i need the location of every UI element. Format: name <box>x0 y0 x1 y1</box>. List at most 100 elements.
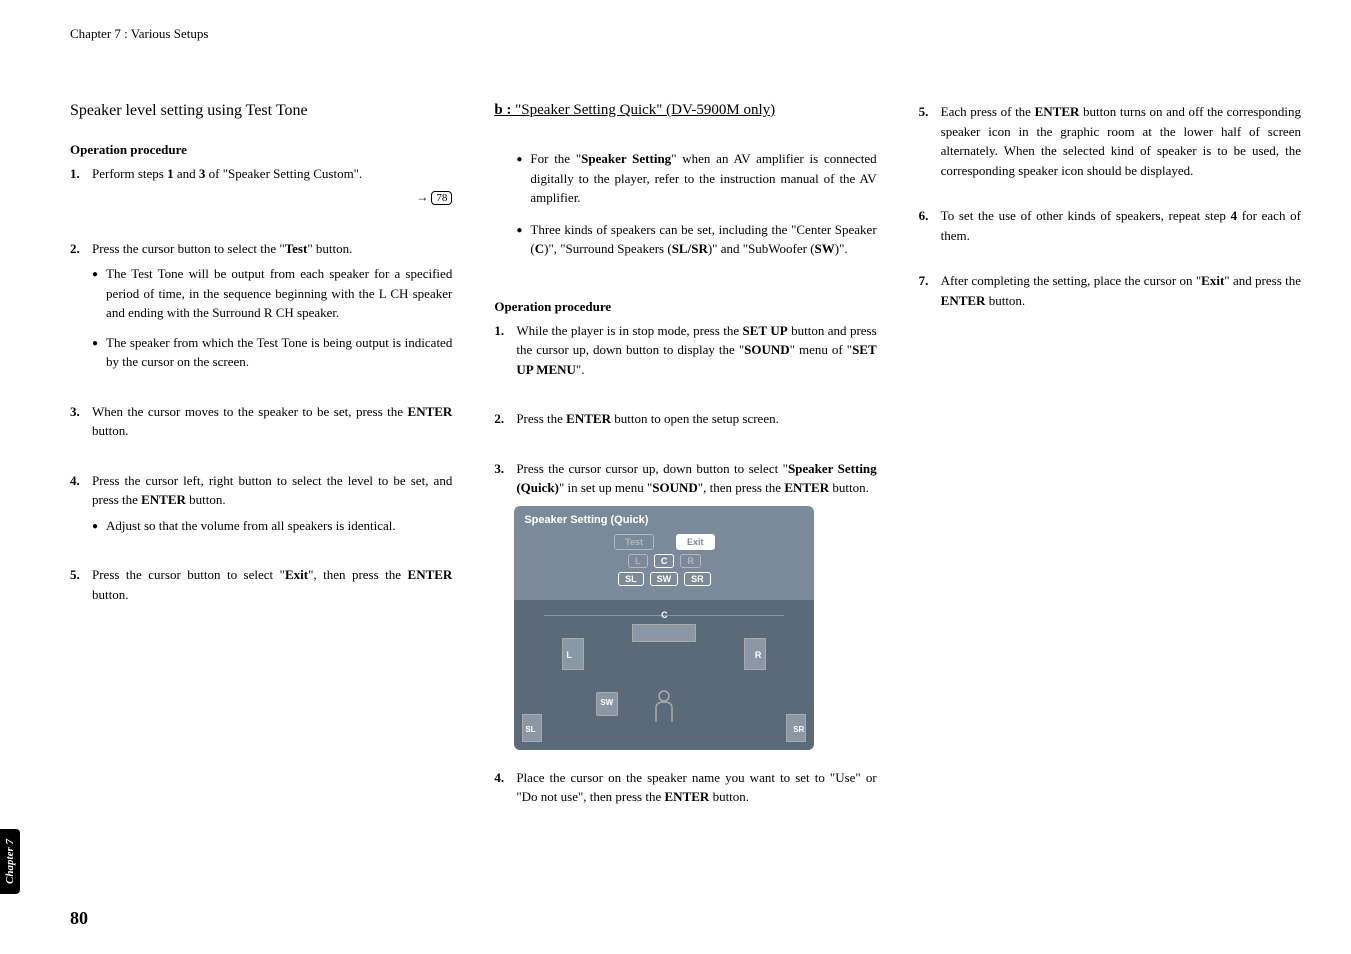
step-7: 7. After completing the setting, place t… <box>919 271 1301 310</box>
text: ", then press the <box>308 567 407 582</box>
step-4: 4. Place the cursor on the speaker name … <box>494 768 876 807</box>
text-bold: ENTER <box>784 480 829 495</box>
text: For the "Speaker Setting" when an AV amp… <box>530 149 876 208</box>
text: Each press of the <box>941 104 1035 119</box>
step-text: To set the use of other kinds of speaker… <box>941 206 1301 245</box>
step-6: 6. To set the use of other kinds of spea… <box>919 206 1301 245</box>
step-text: Each press of the ENTER button turns on … <box>941 102 1301 180</box>
text: After completing the setting, place the … <box>941 273 1202 288</box>
text: Press the cursor button to select " <box>92 567 285 582</box>
text: button. <box>829 480 869 495</box>
step-number: 7. <box>919 271 935 310</box>
text: Press the <box>516 411 566 426</box>
text: ", then press the <box>698 480 785 495</box>
text-bold: SET UP <box>743 323 788 338</box>
diagram-title: Speaker Setting (Quick) <box>524 514 804 526</box>
text-bold: Speaker Setting <box>581 151 671 166</box>
step-text: Press the cursor button to select "Exit"… <box>92 565 452 604</box>
bullet-item: The Test Tone will be output from each s… <box>92 264 452 323</box>
step-text: When the cursor moves to the speaker to … <box>92 402 452 441</box>
bullet-item: For the "Speaker Setting" when an AV amp… <box>516 149 876 208</box>
step-number: 3. <box>494 459 510 498</box>
text: button to open the setup screen. <box>611 411 779 426</box>
text: Press the cursor cursor up, down button … <box>516 461 788 476</box>
text: When the cursor moves to the speaker to … <box>92 404 408 419</box>
speaker-l-label: L <box>566 650 572 660</box>
text-bold: SOUND <box>744 342 790 357</box>
chapter-header: Chapter 7 : Various Setups <box>70 26 1301 42</box>
text-bold: ENTER <box>408 404 453 419</box>
diagram-l-button: L <box>628 554 648 568</box>
text: Three kinds of speakers can be set, incl… <box>530 220 876 259</box>
diagram-room: C L R SW SL SR <box>514 600 814 750</box>
step-4-bullets: Adjust so that the volume from all speak… <box>92 516 452 536</box>
step-2-bullets: The Test Tone will be output from each s… <box>92 264 452 372</box>
text-bold: ENTER <box>941 293 986 308</box>
text: )", "Surround Speakers ( <box>544 241 672 256</box>
title-rest: "Speaker Setting Quick" (DV-5900M only) <box>511 102 775 118</box>
step-number: 1. <box>494 321 510 380</box>
text-bold: Exit <box>1201 273 1224 288</box>
bullet-item: Three kinds of speakers can be set, incl… <box>516 220 876 259</box>
diagram-exit-button: Exit <box>676 534 715 550</box>
step-number: 3. <box>70 402 86 441</box>
step-2: 2. Press the cursor button to select the… <box>70 239 452 259</box>
step-text: Place the cursor on the speaker name you… <box>516 768 876 807</box>
text-bold: SL/SR <box>672 241 708 256</box>
chapter-tab: Chapter 7 <box>0 829 20 894</box>
step-number: 5. <box>919 102 935 180</box>
text: Press the cursor button to select the " <box>92 241 285 256</box>
column-1: Speaker level setting using Test Tone Op… <box>70 102 452 837</box>
text: For the " <box>530 151 581 166</box>
step-5: 5. Each press of the ENTER button turns … <box>919 102 1301 180</box>
speaker-diagram: Speaker Setting (Quick) Test Exit L C R … <box>514 506 814 750</box>
text: ". <box>576 362 585 377</box>
speaker-sw-label: SW <box>600 698 613 707</box>
text: To set the use of other kinds of speaker… <box>941 208 1231 223</box>
diagram-c-button: C <box>654 554 675 568</box>
text: button. <box>92 587 128 602</box>
step-3: 3. Press the cursor cursor up, down butt… <box>494 459 876 498</box>
speaker-sl-label: SL <box>525 725 535 734</box>
text: " in set up menu " <box>559 480 652 495</box>
step-4: 4. Press the cursor left, right button t… <box>70 471 452 510</box>
text: Adjust so that the volume from all speak… <box>106 516 396 536</box>
text: button. <box>186 492 226 507</box>
diagram-r-button: R <box>680 554 701 568</box>
column-3: 5. Each press of the ENTER button turns … <box>919 102 1301 837</box>
operation-procedure-heading: Operation procedure <box>70 142 452 158</box>
bullet-item: The speaker from which the Test Tone is … <box>92 333 452 372</box>
step-text: Press the cursor left, right button to s… <box>92 471 452 510</box>
person-icon <box>649 688 679 724</box>
diagram-test-button: Test <box>614 534 654 550</box>
text: button. <box>709 789 749 804</box>
text-bold: Test <box>285 241 308 256</box>
text-bold: Exit <box>285 567 308 582</box>
text: of "Speaker Setting Custom". <box>205 166 362 181</box>
text-bold: C <box>535 241 544 256</box>
step-text: Press the ENTER button to open the setup… <box>516 409 876 429</box>
text-bold: ENTER <box>665 789 710 804</box>
diagram-control-panel: Speaker Setting (Quick) Test Exit L C R … <box>514 506 814 600</box>
step-number: 4. <box>494 768 510 807</box>
text: The speaker from which the Test Tone is … <box>106 333 452 372</box>
step-text: After completing the setting, place the … <box>941 271 1301 310</box>
step-1: 1. Perform steps 1 and 3 of "Speaker Set… <box>70 164 452 184</box>
title-prefix: b : <box>494 102 511 118</box>
text: Perform steps <box>92 166 167 181</box>
step-3: 3. When the cursor moves to the speaker … <box>70 402 452 441</box>
page-reference: → 78 <box>70 190 452 205</box>
step-text: Press the cursor button to select the "T… <box>92 239 452 259</box>
diagram-sl-button: SL <box>618 572 644 586</box>
text: )" and "SubWoofer ( <box>708 241 815 256</box>
step-text: Perform steps 1 and 3 of "Speaker Settin… <box>92 164 452 184</box>
text: )". <box>835 241 848 256</box>
text: While the player is in stop mode, press … <box>516 323 742 338</box>
text: button. <box>985 293 1025 308</box>
page-number: 80 <box>70 908 88 929</box>
intro-bullets: For the "Speaker Setting" when an AV amp… <box>516 149 876 259</box>
diagram-sw-button: SW <box>650 572 679 586</box>
section-title: Speaker level setting using Test Tone <box>70 102 452 120</box>
arrow-icon: → <box>416 190 428 204</box>
step-number: 1. <box>70 164 86 184</box>
